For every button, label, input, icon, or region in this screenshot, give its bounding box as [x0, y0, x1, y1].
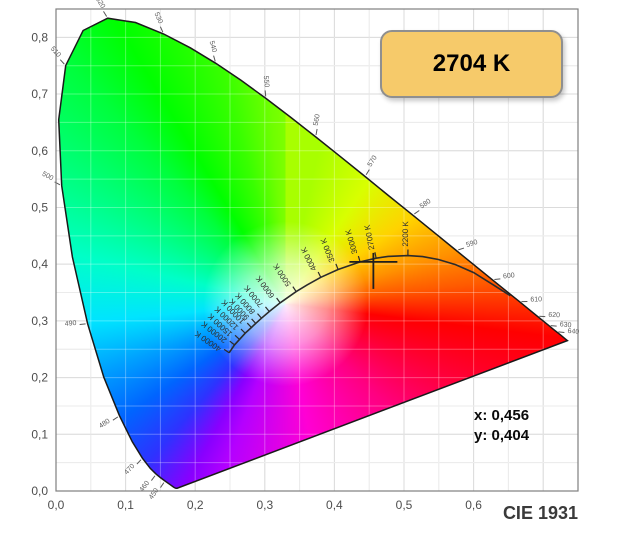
svg-text:630: 630	[559, 321, 571, 329]
svg-text:550: 550	[262, 75, 270, 87]
x-axis-tick-labels: 0,0 0,1 0,2 0,3 0,4 0,5 0,6	[48, 498, 483, 512]
svg-text:0,6: 0,6	[465, 498, 482, 512]
svg-text:610: 610	[530, 296, 542, 303]
svg-text:0,1: 0,1	[31, 427, 48, 441]
svg-text:590: 590	[465, 239, 478, 249]
grid-lines-overlay	[56, 9, 578, 491]
svg-text:490: 490	[65, 320, 77, 328]
svg-text:600: 600	[503, 272, 516, 280]
plot-border	[55, 8, 579, 492]
svg-text:3000 K: 3000 K	[343, 228, 359, 256]
svg-text:620: 620	[548, 312, 560, 320]
svg-text:0,3: 0,3	[31, 314, 48, 328]
svg-text:0,0: 0,0	[31, 484, 48, 498]
svg-text:530: 530	[152, 11, 163, 25]
svg-text:0,3: 0,3	[256, 498, 273, 512]
svg-text:560: 560	[313, 114, 322, 127]
cct-badge: 2704 K	[380, 30, 563, 98]
svg-text:640: 640	[567, 328, 579, 336]
svg-text:580: 580	[419, 198, 433, 210]
svg-text:450: 450	[148, 487, 160, 501]
cct-badge-label: 2704 K	[432, 50, 511, 77]
coordinate-readout: x: 0,456 y: 0,404	[474, 406, 529, 446]
readout-x-value: x: 0,456	[474, 407, 530, 424]
svg-text:480: 480	[98, 418, 112, 430]
svg-text:0,8: 0,8	[31, 30, 48, 44]
svg-text:0,0: 0,0	[48, 498, 65, 512]
svg-text:520: 520	[94, 0, 106, 10]
svg-text:5000 K: 5000 K	[271, 261, 293, 288]
svg-text:0,5: 0,5	[396, 498, 413, 512]
readout-y-value: y: 0,404	[474, 427, 530, 444]
svg-text:0,2: 0,2	[187, 498, 204, 512]
svg-text:0,2: 0,2	[31, 371, 48, 385]
y-axis-tick-labels: 0,0 0,1 0,2 0,3 0,4 0,5 0,6 0,7 0,8	[31, 30, 48, 498]
svg-text:4000 K: 4000 K	[299, 245, 319, 272]
svg-text:0,5: 0,5	[31, 200, 48, 214]
svg-text:570: 570	[367, 154, 379, 168]
spectral-locus-outline	[57, 17, 569, 490]
svg-text:2700 K: 2700 K	[363, 223, 377, 250]
svg-text:0,1: 0,1	[117, 498, 134, 512]
svg-text:0,6: 0,6	[31, 144, 48, 158]
selected-point-marker[interactable]	[349, 252, 398, 289]
diagram-title: CIE 1931	[502, 503, 578, 523]
svg-text:0,4: 0,4	[31, 257, 48, 271]
svg-text:540: 540	[208, 40, 218, 53]
svg-text:2200 K: 2200 K	[401, 221, 410, 247]
svg-text:510: 510	[49, 46, 62, 59]
svg-text:0,4: 0,4	[326, 498, 343, 512]
svg-text:500: 500	[41, 171, 55, 183]
svg-text:0,7: 0,7	[31, 87, 48, 101]
